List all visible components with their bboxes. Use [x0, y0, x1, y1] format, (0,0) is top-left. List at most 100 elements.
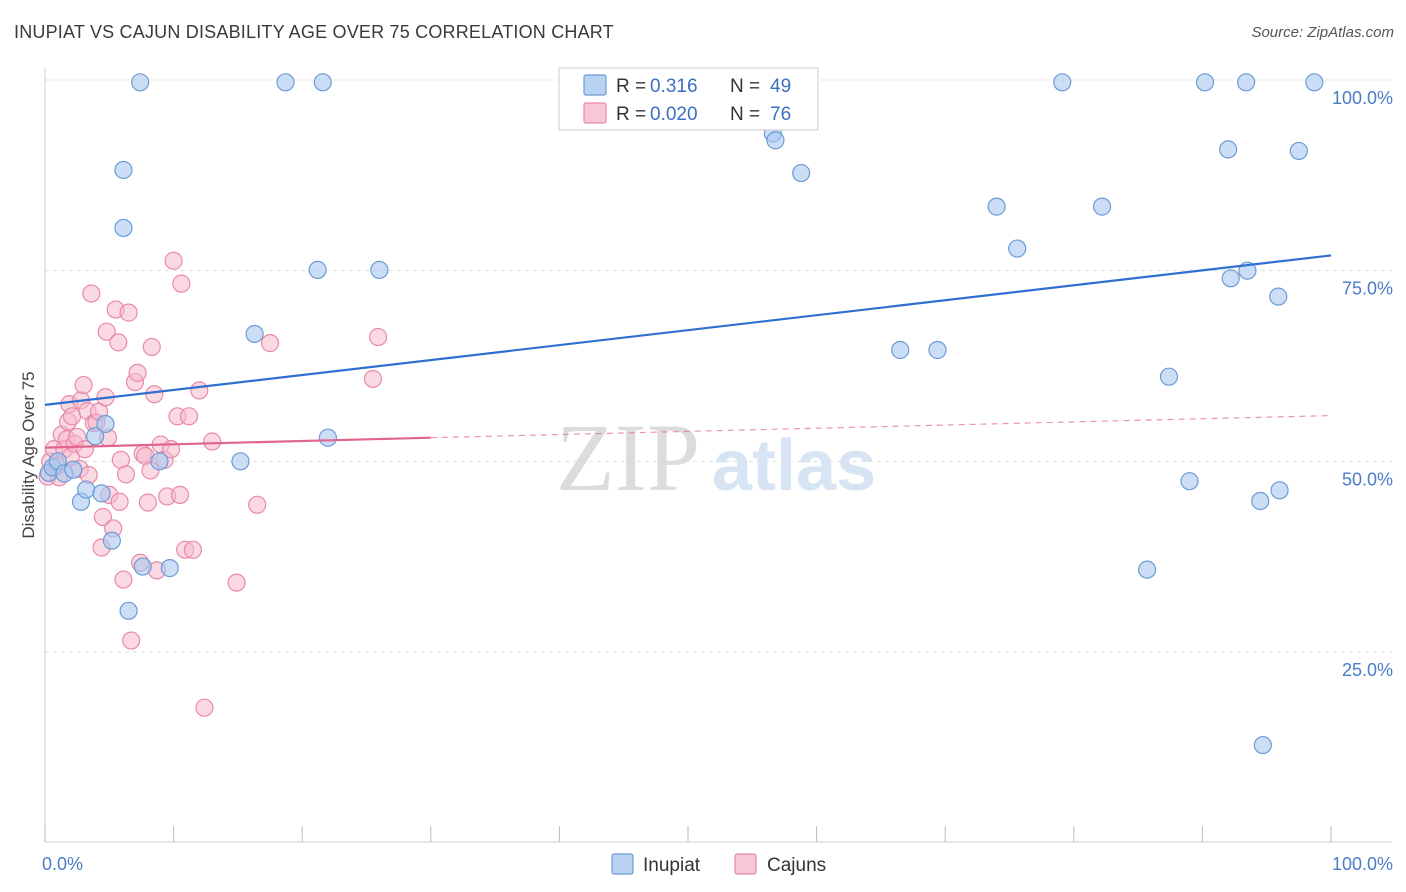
inupiat-point — [114, 218, 133, 238]
inupiat-point — [119, 601, 138, 620]
x-tick-label-max: 100.0% — [1332, 854, 1393, 874]
cajun-point — [145, 385, 164, 404]
inupiat-point — [318, 428, 338, 447]
legend-r-value-2: 0.020 — [650, 104, 698, 125]
inupiat-point — [133, 557, 152, 576]
cajun-point — [109, 333, 128, 352]
cajun-point — [368, 327, 388, 347]
inupiat-point — [1237, 73, 1256, 92]
inupiat-point — [77, 480, 96, 499]
inupiat-point — [987, 197, 1006, 216]
legend-n-label-1: N = — [730, 76, 760, 97]
cajun-point — [74, 375, 93, 395]
cajun-point — [179, 407, 199, 426]
inupiat-point — [1219, 140, 1238, 159]
inupiat-point — [766, 131, 785, 150]
inupiat-point — [92, 484, 111, 503]
legend-r-label-2: R = — [616, 104, 646, 125]
watermark-zip: ZIP — [556, 404, 700, 511]
inupiat-point — [1253, 735, 1272, 755]
legend-n-label-2: N = — [730, 104, 760, 125]
inupiat-point — [96, 414, 115, 434]
inupiat-point — [1053, 73, 1072, 92]
inupiat-point — [1138, 560, 1157, 579]
cajun-point — [248, 495, 267, 514]
inupiat-point — [1092, 197, 1112, 216]
inupiat-point — [1159, 367, 1179, 386]
legend-swatch-cajun-bottom — [734, 853, 757, 875]
cajun-point — [82, 284, 101, 303]
cajun-point — [75, 440, 94, 459]
inupiat-point — [276, 73, 295, 92]
cajun-point — [164, 251, 183, 270]
inupiat-point — [1289, 141, 1308, 161]
legend-n-value-2: 76 — [770, 104, 791, 125]
source-label: Source: ZipAtlas.com — [1251, 24, 1394, 41]
correlation-legend: R = 0.316 N = 49 R = 0.020 N = 76 — [558, 67, 819, 131]
cajun-point — [110, 492, 129, 511]
cajun-point — [142, 337, 161, 357]
legend-swatch-inupiat — [583, 74, 607, 96]
inupiat-point — [1269, 287, 1288, 306]
inupiat-point — [1221, 269, 1240, 288]
cajun-point — [190, 381, 209, 400]
inupiat-point — [1251, 491, 1270, 511]
inupiat-point — [160, 559, 179, 578]
watermark: ZIP atlas — [556, 404, 876, 511]
x-tick-label-min: 0.0% — [42, 854, 83, 874]
inupiat-trend-line — [44, 254, 1332, 406]
inupiat-point — [891, 340, 910, 360]
inupiat-point — [313, 73, 332, 92]
legend-r-value-1: 0.316 — [650, 76, 698, 97]
cajun-point — [114, 570, 133, 589]
y-tick-label-75: 75.0% — [1342, 279, 1393, 299]
inupiat-point — [86, 427, 105, 446]
cajun-point — [170, 485, 190, 504]
inupiat-point — [102, 531, 121, 550]
cajun-point — [183, 540, 202, 559]
inupiat-point — [792, 163, 811, 183]
cajun-point — [62, 407, 82, 426]
inupiat-point — [64, 460, 83, 479]
cajun-point — [97, 322, 116, 341]
inupiat-point — [245, 324, 264, 344]
inupiat-point — [370, 260, 389, 280]
inupiat-point — [150, 452, 169, 471]
cajun-point — [363, 369, 383, 389]
cajun-point — [119, 303, 138, 322]
cajun-point — [227, 573, 246, 592]
y-tick-label-100: 100.0% — [1332, 88, 1393, 108]
inupiat-point — [308, 260, 327, 280]
legend-swatch-cajun — [583, 102, 607, 124]
inupiat-point — [928, 340, 947, 360]
grid-lines — [45, 79, 1392, 653]
inupiat-point — [131, 73, 150, 92]
inupiat-point — [1195, 73, 1215, 92]
legend-label-cajun: Cajuns — [767, 855, 826, 876]
inupiat-point — [1008, 239, 1027, 258]
cajun-point — [260, 334, 280, 353]
cajun-trend-line — [44, 436, 431, 449]
legend-r-label-1: R = — [616, 76, 646, 97]
inupiat-point — [1270, 481, 1289, 500]
cajun-point — [138, 493, 157, 512]
legend-label-inupiat: Inupiat — [643, 855, 701, 876]
cajun-point — [195, 698, 214, 717]
y-axis-label: Disability Age Over 75 — [19, 371, 38, 538]
trend-lines — [44, 254, 1332, 449]
tick-labels: 25.0% 50.0% 75.0% 100.0% 0.0% 100.0% — [42, 88, 1393, 874]
inupiat-point — [114, 160, 133, 180]
inupiat-point — [1180, 472, 1199, 491]
cajun-point — [122, 631, 141, 650]
cajun-point — [172, 274, 191, 293]
legend-swatch-inupiat-bottom — [611, 853, 634, 875]
chart-title: INUPIAT VS CAJUN DISABILITY AGE OVER 75 … — [14, 22, 614, 42]
inupiat-point — [231, 452, 250, 471]
cajun-point — [116, 465, 136, 484]
cajun-trend-line-dashed — [430, 414, 1332, 439]
cajun-point — [128, 363, 147, 382]
legend-n-value-1: 49 — [770, 76, 791, 97]
y-tick-label-50: 50.0% — [1342, 469, 1393, 489]
inupiat-point — [1305, 73, 1324, 92]
